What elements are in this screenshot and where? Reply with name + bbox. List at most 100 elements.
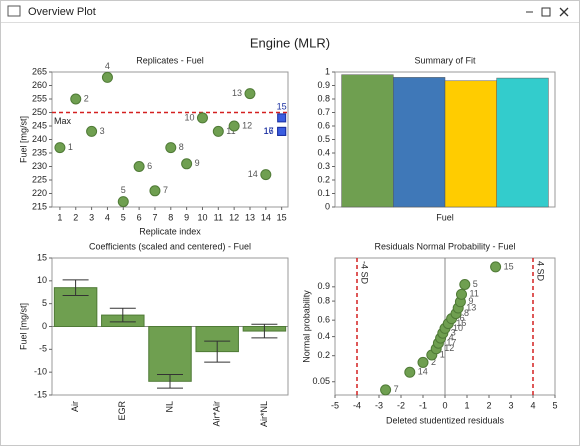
bar <box>148 326 192 382</box>
x-tick-label: 3 <box>89 212 94 222</box>
y-tick-label: 1 <box>325 66 330 76</box>
x-tick-label: 5 <box>552 400 557 410</box>
bar <box>341 74 394 208</box>
y-tick-label: 0.9 <box>317 80 330 90</box>
point <box>149 185 161 197</box>
reference-label: -4 SD <box>360 261 370 285</box>
point-label: 9 <box>195 158 200 168</box>
y-tick-label: -5 <box>39 344 47 354</box>
x-tick-label: NL <box>164 401 174 413</box>
x-tick-label: 2 <box>486 400 491 410</box>
y-tick-label: 255 <box>32 93 47 103</box>
point-label: 13 <box>466 302 476 312</box>
point <box>70 93 82 105</box>
point-label: 8 <box>464 308 469 318</box>
point-label: 11 <box>226 126 235 136</box>
point-label: 10 <box>453 323 463 333</box>
y-tick-label: 225 <box>32 174 47 184</box>
point-label: 5 <box>121 185 126 195</box>
y-tick-label: 0.7 <box>317 107 330 117</box>
point <box>417 356 429 368</box>
x-tick-label: 10 <box>197 212 207 222</box>
x-tick-label: 12 <box>229 212 239 222</box>
point-label: 5 <box>473 279 478 289</box>
y-tick-label: 240 <box>32 134 47 144</box>
point <box>456 288 467 300</box>
point-label: 14 <box>418 367 428 377</box>
error-bar <box>109 307 136 323</box>
main-title: Engine (MLR) <box>250 35 330 50</box>
y-tick-label: 0.05 <box>312 376 330 386</box>
x-tick-label: Fuel <box>436 212 454 222</box>
point <box>277 113 287 123</box>
x-tick-label: 3 <box>508 400 513 410</box>
y-tick-label: 260 <box>32 80 47 90</box>
close-button[interactable] <box>559 7 569 17</box>
point-label: 1 <box>440 349 445 359</box>
x-axis-label: Replicate index <box>139 226 201 236</box>
bar <box>444 80 497 208</box>
point <box>101 71 113 83</box>
chart-title: Residuals Normal Probability - Fuel <box>374 241 515 251</box>
point <box>54 142 66 154</box>
y-tick-label: -15 <box>34 389 47 399</box>
point-label: 11 <box>470 289 479 299</box>
point-label: 9 <box>468 296 473 306</box>
y-tick-label: 245 <box>32 120 47 130</box>
point-label: 15 <box>277 101 287 111</box>
y-tick-label: 0.4 <box>317 147 330 157</box>
error-bar <box>251 323 278 339</box>
y-axis-label: Fuel [mg/st] <box>18 303 28 350</box>
chart-title: Coefficients (scaled and centered) - Fue… <box>89 241 251 251</box>
point <box>277 126 287 136</box>
point-label: 13 <box>232 88 242 98</box>
error-bar <box>62 279 89 296</box>
point-label: 17 <box>446 338 456 348</box>
y-tick-label: 10 <box>37 275 47 285</box>
y-tick-label: 0 <box>42 321 47 331</box>
y-tick-label: 0 <box>325 201 330 211</box>
point <box>380 384 392 396</box>
point-label: 4 <box>105 61 110 71</box>
y-tick-label: 0.6 <box>317 120 330 130</box>
y-tick-label: 0.9 <box>317 281 330 291</box>
x-tick-label: Air*Air <box>212 401 222 427</box>
y-tick-label: 0.2 <box>317 174 330 184</box>
title-bar <box>1 1 579 22</box>
x-tick-label: -2 <box>397 400 405 410</box>
y-tick-label: 250 <box>32 107 47 117</box>
point-label: 3 <box>100 126 105 136</box>
point <box>196 112 208 124</box>
y-tick-label: 220 <box>32 188 47 198</box>
point <box>404 366 416 378</box>
x-axis-label: Deleted studentized residuals <box>386 415 505 425</box>
x-tick-label: Air*NL <box>259 401 269 427</box>
y-tick-label: 0.1 <box>317 188 330 198</box>
window-title: Overview Plot <box>28 6 96 18</box>
maximize-button[interactable] <box>541 7 551 17</box>
point-label: 16 <box>264 126 274 136</box>
y-tick-label: 0.5 <box>317 134 330 144</box>
x-tick-label: 6 <box>137 212 142 222</box>
point-label: 6 <box>460 313 465 323</box>
y-axis-label: Fuel [mg/st] <box>18 116 28 163</box>
x-tick-label: 7 <box>152 212 157 222</box>
y-tick-label: 235 <box>32 147 47 157</box>
x-tick-label: 14 <box>261 212 271 222</box>
window-icon <box>7 5 21 17</box>
x-tick-label: EGR <box>117 401 127 421</box>
point <box>181 158 193 170</box>
y-tick-label: 0.4 <box>317 331 330 341</box>
point-label: 7 <box>163 185 168 195</box>
point <box>490 261 502 273</box>
point-label: 8 <box>179 142 184 152</box>
reference-label: Max <box>54 116 72 126</box>
x-tick-label: 1 <box>464 400 469 410</box>
x-tick-label: 2 <box>73 212 78 222</box>
y-tick-label: 0.2 <box>317 350 330 360</box>
point <box>244 88 256 100</box>
bar <box>393 77 446 208</box>
x-tick-label: 9 <box>184 212 189 222</box>
point <box>133 161 145 172</box>
